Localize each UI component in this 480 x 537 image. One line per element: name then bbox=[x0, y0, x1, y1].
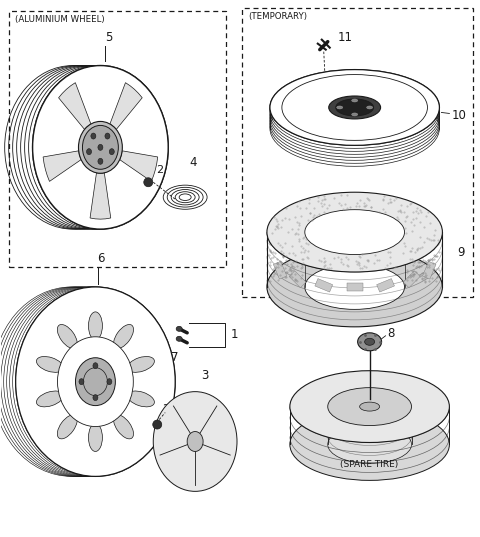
Ellipse shape bbox=[88, 312, 102, 340]
Ellipse shape bbox=[83, 126, 119, 169]
Ellipse shape bbox=[305, 209, 405, 255]
Bar bbox=[273, 262, 287, 279]
Ellipse shape bbox=[187, 432, 203, 452]
Ellipse shape bbox=[358, 333, 382, 351]
Text: (TEMPORARY): (TEMPORARY) bbox=[248, 12, 307, 21]
Bar bbox=[403, 271, 420, 288]
Ellipse shape bbox=[93, 395, 98, 401]
Text: 6: 6 bbox=[96, 252, 104, 265]
Text: 3: 3 bbox=[202, 369, 209, 382]
Ellipse shape bbox=[33, 66, 168, 229]
Ellipse shape bbox=[16, 287, 175, 476]
Ellipse shape bbox=[78, 121, 122, 173]
Ellipse shape bbox=[36, 357, 63, 372]
Ellipse shape bbox=[153, 391, 237, 491]
Ellipse shape bbox=[75, 358, 115, 405]
Bar bbox=[347, 284, 363, 292]
Text: 4: 4 bbox=[190, 156, 197, 169]
Ellipse shape bbox=[91, 133, 96, 139]
Ellipse shape bbox=[267, 192, 443, 272]
Polygon shape bbox=[90, 173, 111, 219]
Ellipse shape bbox=[365, 338, 374, 345]
Text: 8: 8 bbox=[387, 328, 395, 340]
Text: 7: 7 bbox=[171, 351, 179, 364]
Ellipse shape bbox=[128, 391, 155, 407]
Text: 5: 5 bbox=[105, 31, 112, 43]
Text: 9: 9 bbox=[457, 245, 465, 258]
Ellipse shape bbox=[282, 75, 428, 140]
Ellipse shape bbox=[176, 326, 182, 331]
Polygon shape bbox=[59, 83, 91, 129]
Ellipse shape bbox=[58, 337, 133, 426]
Polygon shape bbox=[110, 83, 142, 129]
Text: 10: 10 bbox=[451, 109, 466, 122]
Ellipse shape bbox=[267, 247, 443, 327]
Ellipse shape bbox=[36, 391, 63, 407]
Ellipse shape bbox=[352, 113, 358, 116]
Ellipse shape bbox=[86, 149, 92, 155]
Bar bbox=[422, 262, 436, 279]
Bar bbox=[9, 11, 226, 267]
Polygon shape bbox=[43, 151, 81, 182]
Ellipse shape bbox=[153, 420, 162, 429]
Ellipse shape bbox=[270, 70, 439, 146]
Text: (ALUMINIUM WHEEL): (ALUMINIUM WHEEL) bbox=[15, 14, 104, 24]
Ellipse shape bbox=[105, 133, 110, 139]
Ellipse shape bbox=[352, 99, 358, 102]
Ellipse shape bbox=[290, 371, 449, 442]
Ellipse shape bbox=[57, 415, 77, 439]
Ellipse shape bbox=[128, 357, 155, 372]
Ellipse shape bbox=[329, 96, 381, 119]
Ellipse shape bbox=[290, 409, 449, 481]
Bar bbox=[289, 271, 306, 288]
Text: 1: 1 bbox=[231, 328, 239, 342]
Ellipse shape bbox=[98, 144, 103, 150]
Ellipse shape bbox=[144, 178, 153, 187]
Text: 2: 2 bbox=[162, 404, 169, 413]
Ellipse shape bbox=[305, 265, 405, 309]
Ellipse shape bbox=[328, 425, 411, 463]
Ellipse shape bbox=[336, 99, 373, 116]
Text: 11: 11 bbox=[338, 31, 353, 44]
Ellipse shape bbox=[367, 106, 372, 109]
Ellipse shape bbox=[328, 388, 411, 425]
Bar bbox=[242, 8, 473, 297]
Ellipse shape bbox=[176, 336, 182, 342]
Ellipse shape bbox=[336, 106, 343, 109]
Ellipse shape bbox=[98, 158, 103, 164]
Ellipse shape bbox=[107, 379, 112, 384]
Text: 2: 2 bbox=[156, 165, 163, 175]
Bar bbox=[315, 279, 333, 292]
Ellipse shape bbox=[114, 415, 133, 439]
Ellipse shape bbox=[57, 324, 77, 349]
Polygon shape bbox=[120, 151, 158, 182]
Bar bbox=[377, 279, 395, 292]
Ellipse shape bbox=[88, 424, 102, 452]
Ellipse shape bbox=[114, 324, 133, 349]
Text: (SPARE TIRE): (SPARE TIRE) bbox=[340, 460, 399, 469]
Ellipse shape bbox=[93, 362, 98, 369]
Ellipse shape bbox=[109, 149, 114, 155]
Ellipse shape bbox=[79, 379, 84, 384]
Ellipse shape bbox=[360, 402, 380, 411]
